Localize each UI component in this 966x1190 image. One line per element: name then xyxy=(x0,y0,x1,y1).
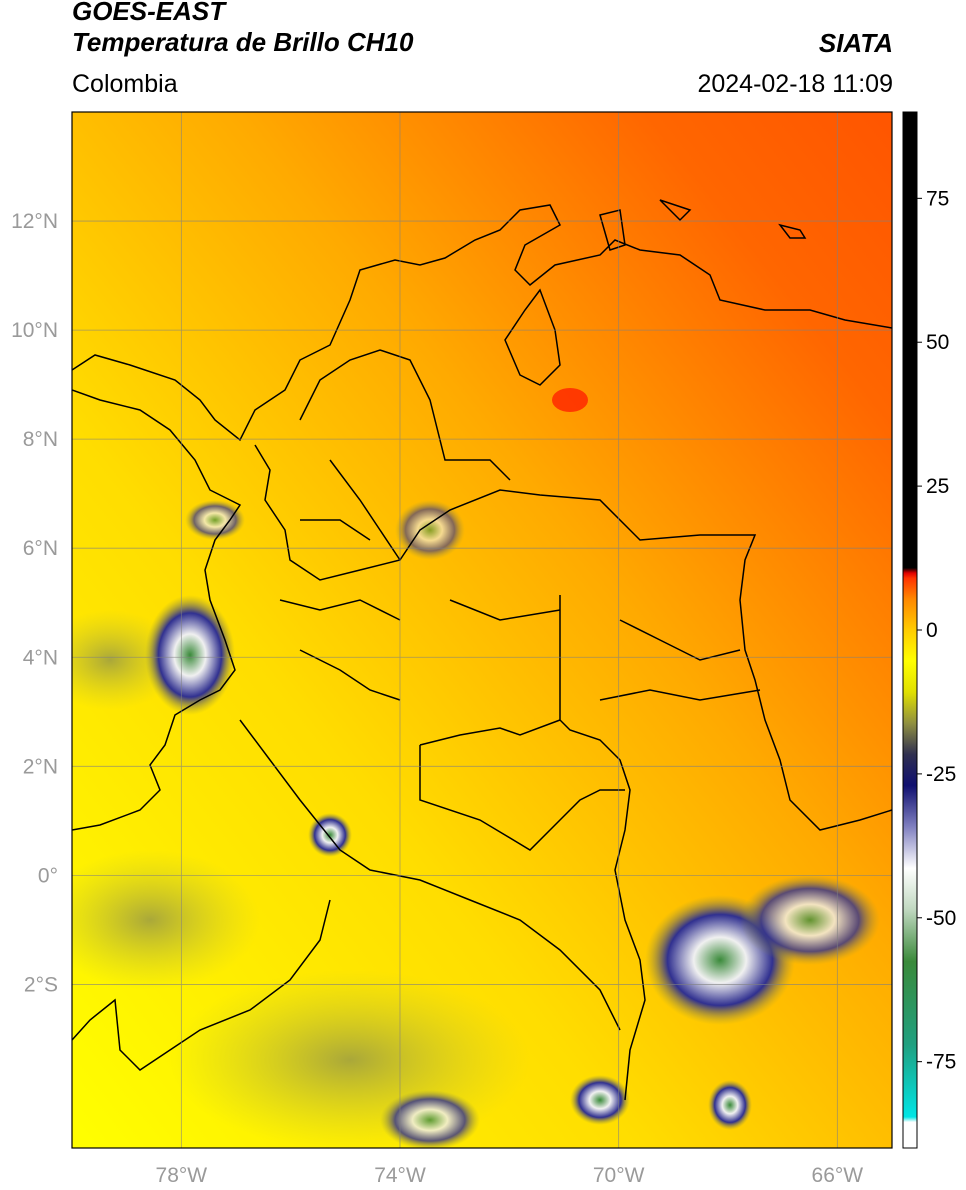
peru-coast xyxy=(72,899,331,1071)
warm-spot xyxy=(552,388,588,412)
brazil-border xyxy=(559,595,646,1101)
longitude-tick-label: 78°W xyxy=(156,1164,208,1187)
cloud-cluster-north xyxy=(185,500,245,540)
datetime-label: 2024-02-18 11:09 xyxy=(697,70,893,98)
longitude-tick-label: 66°W xyxy=(812,1164,864,1187)
title-line-satellite: GOES-EAST xyxy=(72,0,226,26)
map-frame xyxy=(71,111,893,1149)
longitude-tick-labels: 78°W 74°W 70°W 66°W xyxy=(156,1164,864,1187)
colorbar-tick-labels: 75 50 25 0 -25 -50 -75 xyxy=(917,187,956,1074)
latitude-tick-label: 4°N xyxy=(23,646,58,669)
colorbar-tick-label: -75 xyxy=(926,1051,956,1074)
haze-area-southwest xyxy=(72,850,260,990)
latitude-tick-label: 2°S xyxy=(24,973,58,996)
colorbar-tick-label: 50 xyxy=(926,331,949,354)
pacific-coastline xyxy=(72,389,242,831)
islands xyxy=(599,199,807,251)
graticule xyxy=(72,112,892,1148)
colorbar xyxy=(902,111,918,1149)
latitude-tick-label: 10°N xyxy=(11,319,58,342)
colorbar-tick-label: 25 xyxy=(926,475,949,498)
latitude-tick-label: 12°N xyxy=(11,210,58,233)
caribbean-coastline xyxy=(72,204,892,442)
lake-maracaibo xyxy=(504,288,561,386)
latitude-tick-label: 8°N xyxy=(23,428,58,451)
latitude-tick-label: 2°N xyxy=(23,755,58,778)
ecuador-peru-border xyxy=(239,719,621,1031)
cloud-cluster-east xyxy=(740,875,880,965)
region-label: Colombia xyxy=(72,70,178,98)
agency-label: SIATA xyxy=(818,28,893,58)
department-borders-north xyxy=(279,349,561,701)
title-line-product: Temperatura de Brillo CH10 xyxy=(72,27,414,57)
latitude-tick-label: 6°N xyxy=(23,537,58,560)
latitude-tick-labels: 12°N 10°N 8°N 6°N 4°N 2°N 0° 2°S xyxy=(11,210,58,996)
map-panel xyxy=(72,112,892,1148)
cloud-cluster-southeast xyxy=(570,1075,630,1125)
borders xyxy=(72,199,892,1101)
colorbar-tick-label: 0 xyxy=(926,619,938,642)
venezuela-border xyxy=(254,444,892,831)
longitude-tick-label: 74°W xyxy=(374,1164,426,1187)
cloud-cluster-bottom xyxy=(380,1090,480,1148)
cloud-cluster-far-southeast xyxy=(708,1080,752,1130)
colorbar-tick-label: 75 xyxy=(926,187,949,210)
colorbar-tick-label: -50 xyxy=(926,907,956,930)
cloud-cluster-pacific xyxy=(145,595,235,715)
latitude-tick-label: 0° xyxy=(38,864,58,887)
cloud-cluster-andes xyxy=(395,500,465,560)
department-borders-east xyxy=(599,619,761,701)
department-borders-south xyxy=(419,719,625,851)
cloud-cluster-south xyxy=(308,813,352,857)
colorbar-tick-label: -25 xyxy=(926,763,956,786)
longitude-tick-label: 70°W xyxy=(593,1164,645,1187)
map-title: GOES-EAST Temperatura de Brillo CH10 xyxy=(72,0,413,58)
